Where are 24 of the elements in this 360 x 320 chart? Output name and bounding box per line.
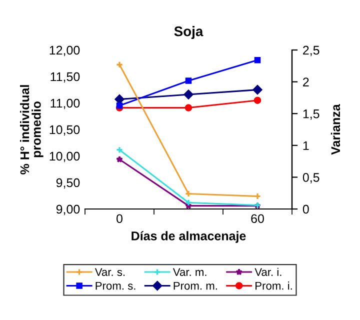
y2-tick-label: 2 <box>303 78 309 86</box>
legend-label: Prom. s. <box>96 282 136 290</box>
chart-title: Soja <box>174 26 204 39</box>
y-axis-title: % H° individual promedio <box>20 85 44 174</box>
y-tick-label: 9,00 <box>56 204 80 216</box>
legend-label: Var. i. <box>254 268 282 276</box>
x-axis-title: Días de almacenaje <box>132 231 246 243</box>
y-tick-label: 12,00 <box>50 46 80 56</box>
y2-axis-title: Varianza <box>330 104 340 155</box>
legend-label: Prom. m. <box>174 282 217 290</box>
y2-tick-label: 1,5 <box>303 110 320 120</box>
y-tick-label: 10,00 <box>50 152 80 162</box>
y2-tick-label: 2,5 <box>303 46 320 56</box>
y2-tick-label: 1 <box>303 141 309 150</box>
legend-label: Prom. i. <box>256 282 292 290</box>
y-tick-label: 11,50 <box>50 72 80 83</box>
y2-tick-label: 0 <box>302 204 309 214</box>
y-tick-label: 10,50 <box>50 125 80 136</box>
y2-tick-label: 0,5 <box>302 173 320 184</box>
legend-label: Var. s. <box>94 268 125 276</box>
y-tick-label: 11,00 <box>50 98 80 110</box>
legend-label: Var. m. <box>172 268 206 276</box>
x-tick-label: 60 <box>251 214 264 224</box>
y-tick-label: 9,50 <box>56 178 80 189</box>
